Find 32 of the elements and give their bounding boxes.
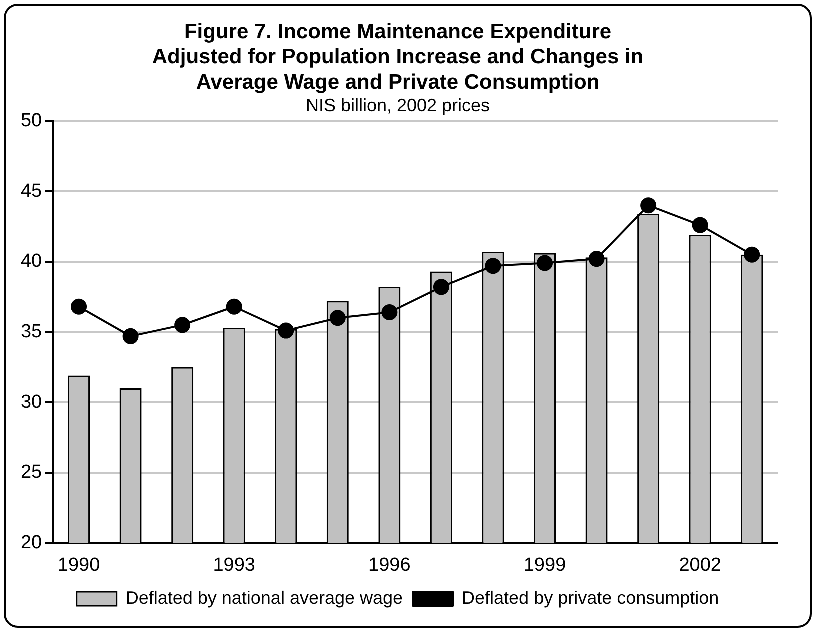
x-tick-label: 1999 bbox=[524, 554, 566, 576]
point bbox=[537, 255, 554, 272]
point bbox=[744, 246, 760, 263]
point bbox=[71, 298, 88, 315]
y-tick-label: 40 bbox=[20, 251, 42, 272]
point bbox=[433, 279, 450, 296]
point bbox=[278, 322, 294, 339]
text: Figure 7. Income Maintenance Expenditure bbox=[184, 20, 612, 44]
point bbox=[640, 198, 657, 214]
point bbox=[588, 251, 605, 268]
y-tick-label: 45 bbox=[20, 180, 42, 202]
point bbox=[692, 217, 708, 234]
y-tick-label: 20 bbox=[20, 532, 42, 554]
x-tick-label: 1993 bbox=[213, 554, 256, 576]
y-tick-label: 50 bbox=[20, 110, 42, 132]
chart-subtitle: NIS billion, 2002 prices bbox=[306, 95, 490, 116]
legend-label: Deflated by private consumption bbox=[462, 588, 720, 608]
legend-label: Deflated by national average wage bbox=[126, 588, 404, 608]
x-tick-label: 2002 bbox=[679, 554, 722, 576]
y-tick-label: 35 bbox=[20, 321, 42, 342]
text: Adjusted for Population Increase and Changes in bbox=[152, 46, 644, 69]
point bbox=[382, 304, 398, 321]
text: Average Wage and Private Consumption bbox=[196, 70, 600, 94]
y-tick-label: 30 bbox=[20, 392, 42, 413]
x-tick-label: 1990 bbox=[58, 554, 100, 576]
point bbox=[330, 310, 346, 326]
point bbox=[485, 258, 502, 274]
point bbox=[174, 317, 191, 334]
x-tick-label: 1996 bbox=[368, 554, 411, 576]
y-tick-label: 25 bbox=[20, 462, 42, 484]
point bbox=[122, 328, 139, 344]
point bbox=[226, 298, 242, 315]
